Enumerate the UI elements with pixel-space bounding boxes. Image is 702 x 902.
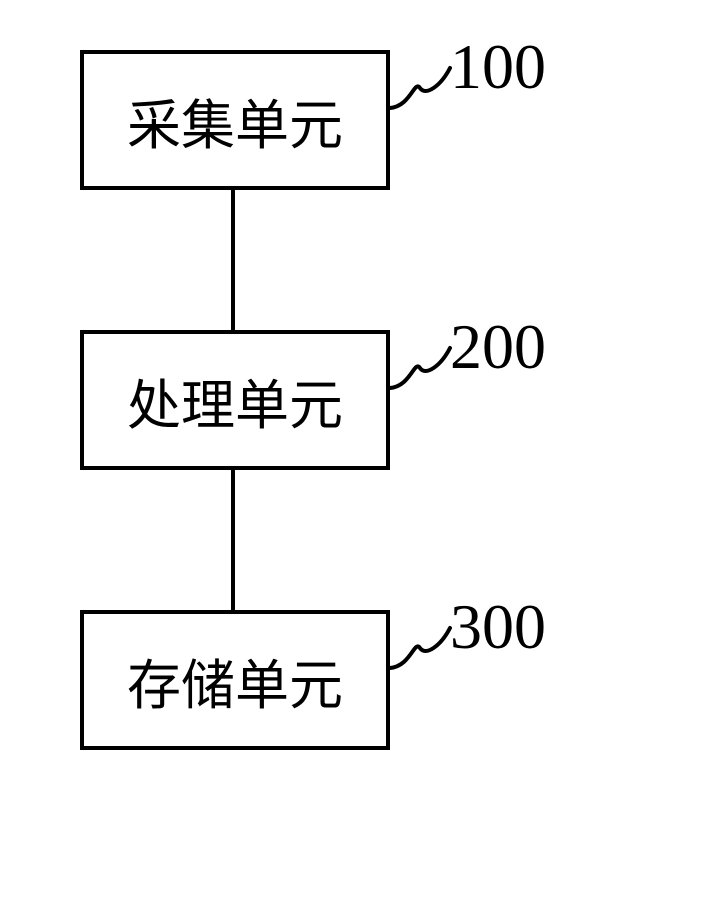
diagram-canvas: 采集单元100处理单元200存储单元300 bbox=[0, 0, 702, 902]
connector-n1-n2 bbox=[231, 190, 235, 330]
connector-n2-n3 bbox=[231, 470, 235, 610]
callout-n3 bbox=[0, 0, 702, 902]
